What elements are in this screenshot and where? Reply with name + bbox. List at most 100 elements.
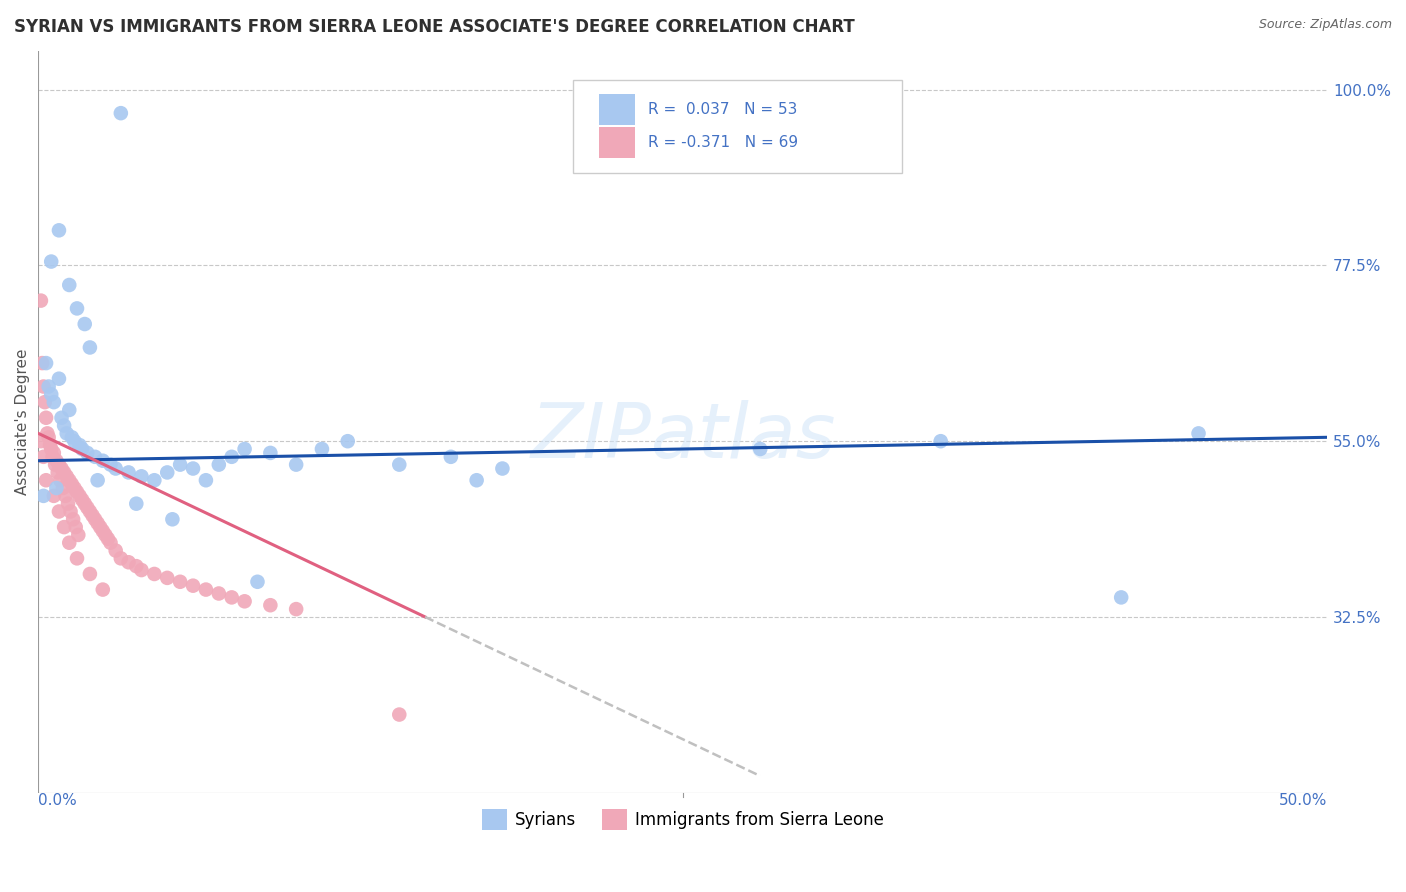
- Point: [58, 403, 80, 417]
- Point: [38, 430, 60, 444]
- Point: [44, 458, 66, 472]
- Point: [233, 442, 256, 456]
- Point: [86, 473, 108, 487]
- Point: [89, 520, 111, 534]
- Point: [104, 461, 127, 475]
- Point: [91, 524, 114, 538]
- Point: [56, 497, 79, 511]
- Point: [104, 543, 127, 558]
- Point: [440, 450, 463, 464]
- Point: [73, 317, 96, 331]
- Point: [42, 489, 65, 503]
- Point: [45, 481, 67, 495]
- Point: [60, 477, 83, 491]
- Point: [53, 418, 76, 433]
- Point: [55, 469, 77, 483]
- Point: [131, 469, 153, 483]
- Point: [66, 301, 89, 316]
- Point: [221, 591, 243, 605]
- Point: [35, 356, 58, 370]
- Point: [67, 528, 90, 542]
- Point: [79, 341, 101, 355]
- Point: [32, 489, 55, 503]
- Point: [285, 458, 308, 472]
- Point: [41, 450, 63, 464]
- Text: R = -0.371   N = 69: R = -0.371 N = 69: [648, 136, 799, 150]
- Point: [491, 461, 513, 475]
- Point: [162, 512, 184, 526]
- Point: [58, 535, 80, 549]
- Point: [53, 466, 76, 480]
- Point: [76, 446, 98, 460]
- Point: [1109, 591, 1132, 605]
- Point: [156, 466, 179, 480]
- Point: [125, 559, 148, 574]
- Point: [55, 489, 77, 503]
- Point: [117, 466, 139, 480]
- Point: [79, 504, 101, 518]
- Point: [39, 442, 62, 456]
- Point: [91, 454, 114, 468]
- Point: [39, 438, 62, 452]
- Point: [48, 458, 70, 472]
- Point: [58, 277, 80, 292]
- Text: Source: ZipAtlas.com: Source: ZipAtlas.com: [1258, 18, 1392, 31]
- Point: [929, 434, 952, 449]
- Point: [388, 707, 411, 722]
- Point: [60, 430, 83, 444]
- Point: [35, 473, 58, 487]
- Point: [86, 516, 108, 531]
- Bar: [599, 94, 636, 125]
- Point: [32, 450, 55, 464]
- Bar: [599, 127, 636, 158]
- Point: [66, 485, 89, 500]
- Point: [66, 551, 89, 566]
- Point: [42, 446, 65, 460]
- Point: [53, 520, 76, 534]
- Point: [46, 466, 69, 480]
- Point: [233, 594, 256, 608]
- Point: [259, 446, 281, 460]
- Point: [194, 473, 217, 487]
- Point: [58, 473, 80, 487]
- Point: [84, 450, 107, 464]
- Point: [82, 508, 104, 523]
- Point: [51, 461, 73, 475]
- Point: [194, 582, 217, 597]
- Point: [208, 586, 231, 600]
- Point: [110, 106, 132, 120]
- Point: [100, 535, 122, 549]
- Text: R =  0.037   N = 53: R = 0.037 N = 53: [648, 102, 797, 117]
- Point: [30, 293, 52, 308]
- Point: [100, 458, 122, 472]
- Point: [62, 512, 84, 526]
- Point: [181, 461, 204, 475]
- Point: [70, 442, 93, 456]
- Point: [156, 571, 179, 585]
- Point: [39, 254, 62, 268]
- Point: [73, 497, 96, 511]
- Point: [39, 387, 62, 401]
- Point: [45, 454, 67, 468]
- Point: [143, 473, 166, 487]
- Text: SYRIAN VS IMMIGRANTS FROM SIERRA LEONE ASSOCIATE'S DEGREE CORRELATION CHART: SYRIAN VS IMMIGRANTS FROM SIERRA LEONE A…: [14, 18, 855, 36]
- Point: [48, 223, 70, 237]
- Point: [221, 450, 243, 464]
- FancyBboxPatch shape: [574, 80, 903, 173]
- Point: [79, 566, 101, 581]
- Point: [51, 410, 73, 425]
- Point: [311, 442, 333, 456]
- Point: [143, 566, 166, 581]
- Point: [246, 574, 269, 589]
- Y-axis label: Associate's Degree: Associate's Degree: [15, 349, 30, 495]
- Point: [76, 500, 98, 515]
- Point: [84, 512, 107, 526]
- Legend: Syrians, Immigrants from Sierra Leone: Syrians, Immigrants from Sierra Leone: [475, 803, 890, 837]
- Text: 50.0%: 50.0%: [1279, 793, 1327, 807]
- Point: [35, 410, 58, 425]
- Point: [125, 497, 148, 511]
- Point: [31, 356, 53, 370]
- Point: [59, 504, 82, 518]
- Point: [63, 481, 86, 495]
- Point: [110, 551, 132, 566]
